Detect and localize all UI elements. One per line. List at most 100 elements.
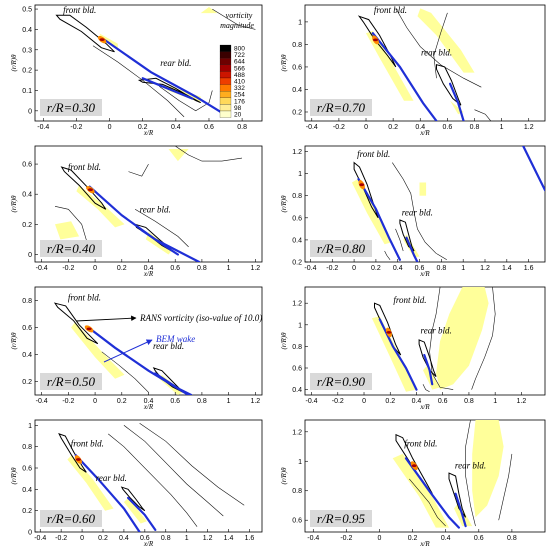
radius-tag xyxy=(310,240,372,257)
bem-annotation: BEM wake xyxy=(156,334,195,344)
radius-tag xyxy=(40,373,102,390)
y-tick-label: 0.6 xyxy=(22,325,32,332)
x-tick-label: 1 xyxy=(185,535,189,542)
panel-050: -0.4 -0.2 0 0.2 0.4 0.6 0.8 1 1.2 0.2 0.4 0.6 0.8 x/R… xyxy=(10,286,263,411)
y-tick-label: 1.2 xyxy=(292,149,302,156)
rear-blade-label: rear bld. xyxy=(160,58,191,68)
rear-blade-label: rear bld. xyxy=(421,325,452,335)
colorbar-swatch xyxy=(219,104,232,112)
x-tick-label: 1 xyxy=(493,398,497,405)
x-tick-label: -0.2 xyxy=(326,265,338,272)
x-tick-label: 0.2 xyxy=(385,398,395,405)
colorbar-level: 644 xyxy=(234,59,245,66)
y-tick-label: 0.2 xyxy=(22,68,32,75)
low-vorticity-region xyxy=(366,30,414,101)
colorbar-title: vorticity xyxy=(226,11,253,20)
radius-label: r/R=0.80 xyxy=(317,241,366,256)
panel-040: -0.4 -0.2 0 0.2 0.4 0.6 0.8 1 1.2 0 0.2 0.4 0.6 x/R (r… xyxy=(10,145,263,278)
vorticity-contour xyxy=(128,163,149,177)
x-tick-label: 0 xyxy=(93,265,97,272)
y-tick-label: 0.4 xyxy=(292,237,302,244)
x-tick-label: 0.6 xyxy=(140,535,150,542)
vorticity-contour xyxy=(429,287,454,390)
colorbar: vorticitymagnitude8007226445664884103322… xyxy=(219,11,254,119)
y-tick-label: 1 xyxy=(298,171,302,178)
x-tick-label: 0.2 xyxy=(98,535,108,542)
rans-annotation: RANS vorticity (iso-value of 10.0) xyxy=(139,313,262,323)
bem-arrow xyxy=(103,339,153,363)
colorbar-swatch xyxy=(219,58,232,65)
vorticity-contour xyxy=(139,422,245,506)
vorticity-contour xyxy=(54,206,89,247)
vorticity-contour xyxy=(175,146,243,162)
low-vorticity-region xyxy=(419,182,427,196)
x-tick-label: -0.2 xyxy=(332,398,344,405)
front-blade-label: front bld. xyxy=(404,439,437,449)
x-tick-label: 1 xyxy=(227,398,231,405)
rear-blade-label: rear bld. xyxy=(96,473,127,483)
y-tick-label: 0.8 xyxy=(292,193,302,200)
y-tick-label: 0 xyxy=(28,530,32,537)
x-tick-label: 0.8 xyxy=(197,398,207,405)
y-tick-label: 0.8 xyxy=(292,344,302,351)
y-tick-label: 0.6 xyxy=(292,64,302,71)
x-tick-label: -0.2 xyxy=(62,398,74,405)
y-tick-label: 0.4 xyxy=(22,487,32,494)
rear-blade-label: rear bld. xyxy=(421,48,452,58)
x-tick-label: 0.6 xyxy=(204,124,214,131)
y-axis-label: (r/R)θ xyxy=(280,332,288,350)
panel-080: -0.4 -0.2 0 0.2 0.4 0.6 0.8 1 1.2 1.4 1.6 0.2 0.4 0.6… xyxy=(280,145,546,278)
x-tick-label: 0.4 xyxy=(144,398,154,405)
x-tick-label: 0.6 xyxy=(170,398,180,405)
colorbar-swatch xyxy=(219,51,232,59)
low-vorticity-region xyxy=(371,316,417,392)
x-tick-label: 0.4 xyxy=(415,124,425,131)
colorbar-swatch xyxy=(219,77,232,85)
vorticity-contour xyxy=(384,250,391,260)
colorbar-swatch xyxy=(219,110,232,118)
x-tick-label: 0.4 xyxy=(441,535,451,542)
front-blade-label: front bld. xyxy=(374,5,407,15)
radius-label: r/R=0.50 xyxy=(47,374,96,389)
bem-wake-line xyxy=(404,457,460,529)
x-tick-label: 0.4 xyxy=(393,265,403,272)
colorbar-level: 20 xyxy=(234,112,242,119)
front-blade-label: front bld. xyxy=(393,295,426,305)
radius-tag xyxy=(310,373,372,390)
front-blade-label: front bld. xyxy=(63,5,96,15)
y-axis-label: (r/R)θ xyxy=(10,332,18,350)
x-tick-label: 0.8 xyxy=(237,124,247,131)
x-tick-label: 0.6 xyxy=(474,535,484,542)
bem-wake-line xyxy=(522,146,545,192)
vorticity-contour xyxy=(134,209,189,248)
vorticity-contour xyxy=(422,384,430,393)
x-axis-label: x/R xyxy=(143,270,154,278)
rear-blade-outline xyxy=(399,219,415,252)
x-axis-label: x/R xyxy=(419,270,430,278)
low-vorticity-region xyxy=(472,420,504,518)
x-tick-label: 0.4 xyxy=(119,535,129,542)
x-tick-label: 0.2 xyxy=(117,398,127,405)
x-tick-label: 0.6 xyxy=(415,265,425,272)
y-tick-label: 0.8 xyxy=(292,42,302,49)
y-tick-label: 0.3 xyxy=(22,47,32,54)
rear-blade-label: rear bld. xyxy=(402,208,433,218)
x-tick-label: 0 xyxy=(378,535,382,542)
x-tick-label: 0.6 xyxy=(443,124,453,131)
vorticity-contour xyxy=(474,109,492,121)
rans-arrow xyxy=(75,315,137,322)
colorbar-level: 488 xyxy=(234,72,245,79)
vorticity-peak xyxy=(87,188,93,192)
x-tick-label: -0.2 xyxy=(340,535,352,542)
x-tick-label: 1 xyxy=(461,265,465,272)
y-tick-label: 0 xyxy=(28,108,32,115)
bem-wake-line xyxy=(449,82,465,121)
y-tick-label: 0.6 xyxy=(22,162,32,169)
x-axis-label: x/R xyxy=(419,540,430,548)
radius-label: r/R=0.95 xyxy=(317,511,366,526)
y-tick-label: 0 xyxy=(28,252,32,259)
y-tick-label: 0.4 xyxy=(22,27,32,34)
x-axis-label: x/R xyxy=(419,129,430,137)
x-tick-label: 1.2 xyxy=(250,398,260,405)
y-tick-label: 1.2 xyxy=(292,429,302,436)
